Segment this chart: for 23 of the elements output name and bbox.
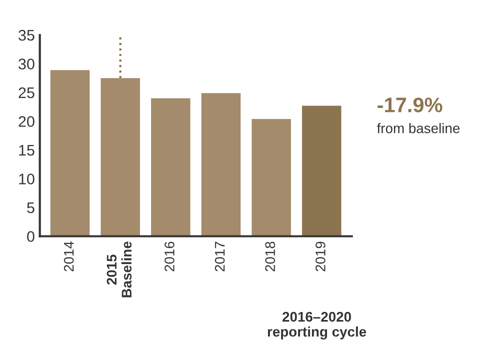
y-tick-label: 0 [27, 231, 34, 242]
text: from baseline [376, 123, 460, 134]
x-tick-label: 2017 [214, 242, 225, 272]
text: -17.9% [378, 98, 442, 112]
bar [302, 106, 342, 236]
bar [151, 98, 190, 236]
y-tick-label: 5 [27, 202, 34, 214]
x-tick-label: 2018 [265, 242, 276, 272]
y-tick-label: 20 [18, 116, 34, 127]
y-tick-label: 15 [19, 145, 34, 156]
x-tick-label: 2016 [164, 242, 174, 272]
bar [50, 70, 90, 236]
x-tick-label: 2015 Baseline [106, 242, 132, 298]
y-tick-label: 10 [19, 174, 34, 184]
y-tick-label: 35 [18, 30, 34, 41]
y-tick-label: 25 [18, 87, 34, 98]
y-tick-label: 30 [18, 58, 34, 70]
x-tick-label: 2014 [64, 242, 74, 272]
x-tick-label: 2019 [316, 242, 326, 272]
bar [100, 78, 140, 236]
text: 2016–2020 reporting cycle [268, 312, 366, 340]
bar [252, 118, 291, 236]
bar [201, 93, 241, 236]
